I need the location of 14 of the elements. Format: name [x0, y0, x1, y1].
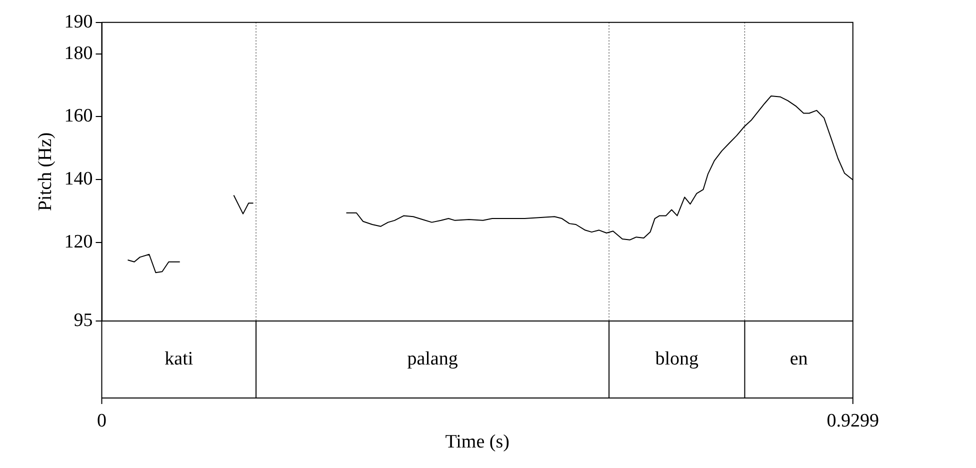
text: blong	[655, 348, 700, 370]
y-tick-label: 95	[74, 310, 93, 331]
x-axis-title: Time (s)	[445, 432, 510, 453]
y-tick-label: 160	[64, 106, 93, 127]
y-tick-label: 190	[64, 11, 93, 32]
text: kati	[164, 348, 194, 370]
y-axis-title: Pitch (Hz)	[34, 132, 56, 212]
x-tick-label: 0	[97, 410, 106, 432]
y-tick-label: 180	[64, 42, 93, 64]
y-tick-label: 140	[64, 168, 93, 190]
x-tick-label: 0.9299	[826, 410, 879, 432]
text: palang	[407, 348, 458, 370]
text: en	[790, 348, 808, 370]
y-tick-label: 120	[64, 231, 93, 252]
